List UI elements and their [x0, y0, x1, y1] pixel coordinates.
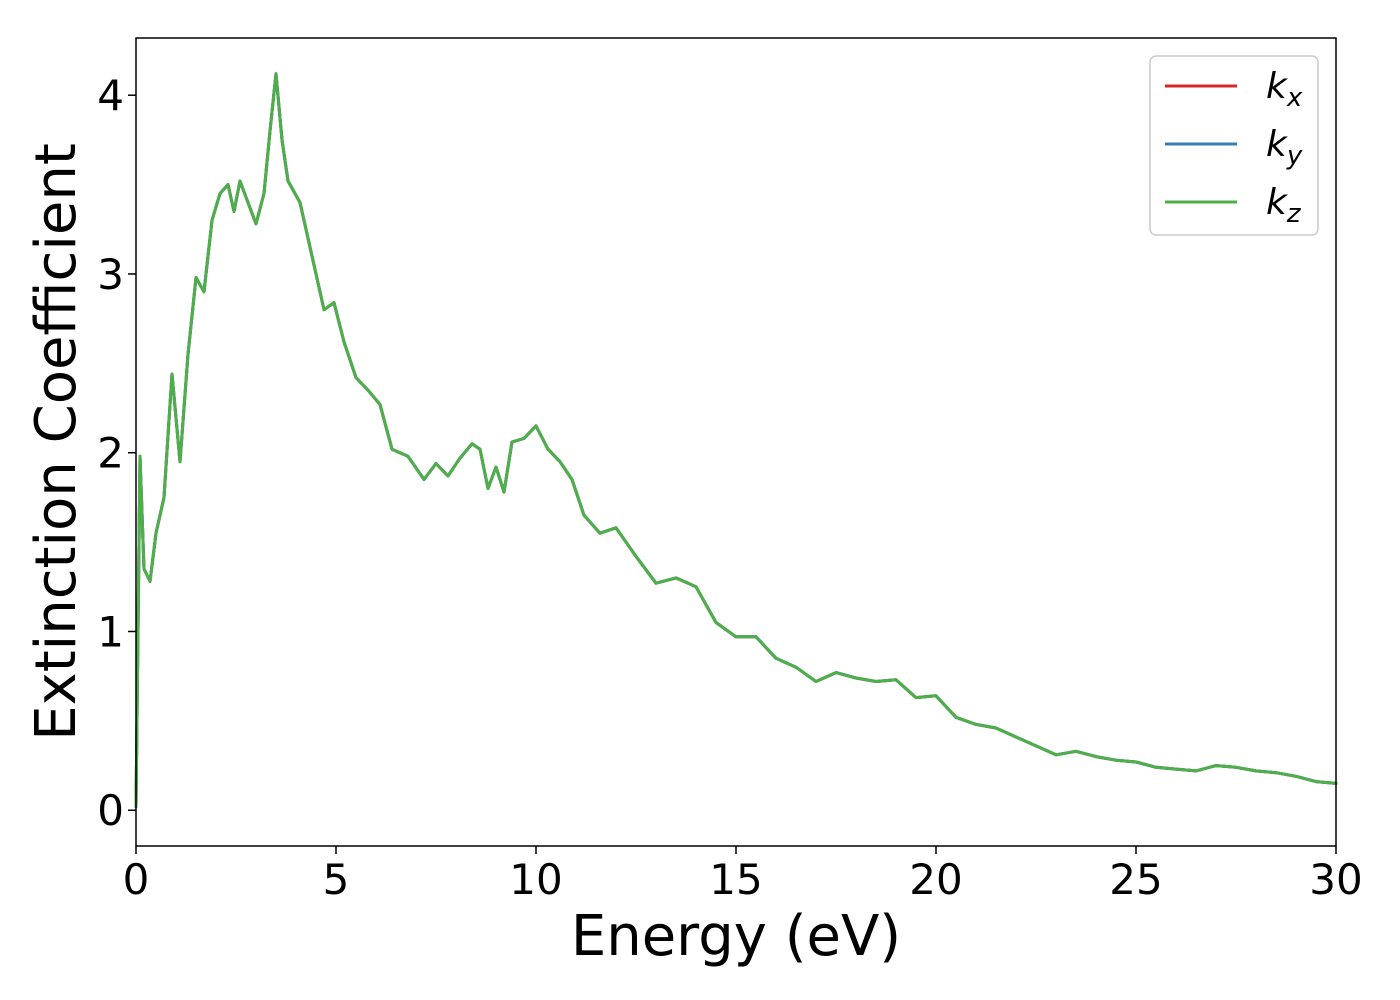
- y-tick-label: 1: [97, 607, 124, 656]
- legend-label-k-x: kx: [1266, 66, 1303, 113]
- series-layer: [134, 72, 1338, 809]
- y-tick-label: 2: [97, 429, 124, 478]
- x-tick-label: 30: [1309, 855, 1362, 904]
- y-axis: 0 1 2 3 4: [97, 71, 136, 835]
- x-axis: 0 5 10 15 20 25 30: [123, 846, 1363, 904]
- legend-label-k-z: kz: [1266, 182, 1302, 229]
- x-tick-label: 0: [123, 855, 150, 904]
- x-tick-label: 15: [709, 855, 762, 904]
- y-tick-label: 3: [97, 250, 124, 299]
- series-line-k-z: [134, 72, 1338, 809]
- x-tick-label: 5: [323, 855, 350, 904]
- x-tick-label: 25: [1109, 855, 1162, 904]
- y-axis-title: Extinction Coefficient: [24, 143, 89, 741]
- x-tick-label: 10: [509, 855, 562, 904]
- legend: kx ky kz: [1149, 55, 1319, 236]
- x-axis-title: Energy (eV): [571, 904, 901, 969]
- y-tick-label: 0: [97, 786, 124, 835]
- legend-label-k-y: ky: [1266, 124, 1303, 171]
- y-tick-label: 4: [97, 71, 124, 120]
- x-tick-label: 20: [909, 855, 962, 904]
